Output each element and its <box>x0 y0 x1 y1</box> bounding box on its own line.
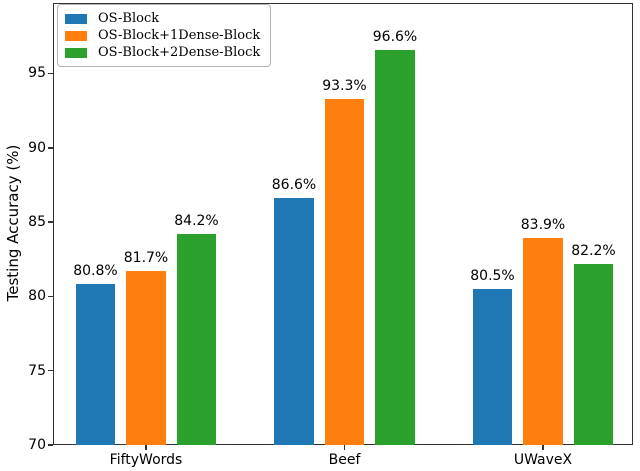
x-tick-mark <box>343 445 346 450</box>
bar <box>324 98 365 445</box>
y-tick-label: 75 <box>28 362 46 379</box>
y-tick-label: 85 <box>28 214 46 231</box>
x-tick-label: UWaveX <box>513 452 573 468</box>
y-tick-label: 80 <box>28 288 46 305</box>
bar-value-label: 84.2% <box>174 212 219 229</box>
legend-item: OS-Block+1Dense-Block <box>65 28 260 43</box>
legend-label: OS-Block+2Dense-Block <box>98 45 261 60</box>
y-tick-mark <box>48 369 53 372</box>
bar <box>274 198 314 445</box>
bar-value-label: 93.3% <box>322 77 367 94</box>
bar <box>472 288 513 445</box>
x-tick-mark <box>542 445 544 450</box>
legend-label: OS-Block+1Dense-Block <box>98 28 261 43</box>
bar-value-label: 81.7% <box>123 250 169 267</box>
bar-value-label: 96.6% <box>372 28 418 45</box>
legend-swatch-icon <box>65 30 87 41</box>
y-tick-mark <box>48 295 53 298</box>
x-tick-mark <box>145 445 147 450</box>
bar-value-label: 82.2% <box>571 242 616 259</box>
legend-swatch-icon <box>65 13 87 24</box>
y-tick-mark <box>48 147 53 149</box>
bar <box>75 284 116 445</box>
legend-item: OS-Block+2Dense-Block <box>65 45 260 60</box>
bar <box>375 49 415 445</box>
legend-swatch-icon <box>65 47 87 58</box>
bar-value-label: 80.5% <box>470 267 515 284</box>
y-tick-mark <box>48 444 53 446</box>
x-tick-label: FiftyWords <box>109 452 183 468</box>
legend-label: OS-Block <box>98 11 160 26</box>
bar-value-label: 83.9% <box>520 217 566 234</box>
legend-item: OS-Block <box>65 11 260 26</box>
bar <box>523 238 563 445</box>
bar-value-label: 80.8% <box>73 263 118 280</box>
y-tick-mark <box>48 221 53 223</box>
bar <box>176 233 217 445</box>
y-tick-label: 90 <box>28 139 46 156</box>
x-tick-label: Beef <box>328 452 361 468</box>
bar <box>573 263 614 445</box>
y-tick-label: 95 <box>28 65 46 82</box>
bar <box>126 271 166 445</box>
legend: OS-Block OS-Block+1Dense-Block OS-Block+2D… <box>57 4 272 67</box>
bar-value-label: 86.6% <box>271 177 317 194</box>
y-tick-label: 70 <box>28 437 46 453</box>
y-tick-mark <box>48 72 53 75</box>
